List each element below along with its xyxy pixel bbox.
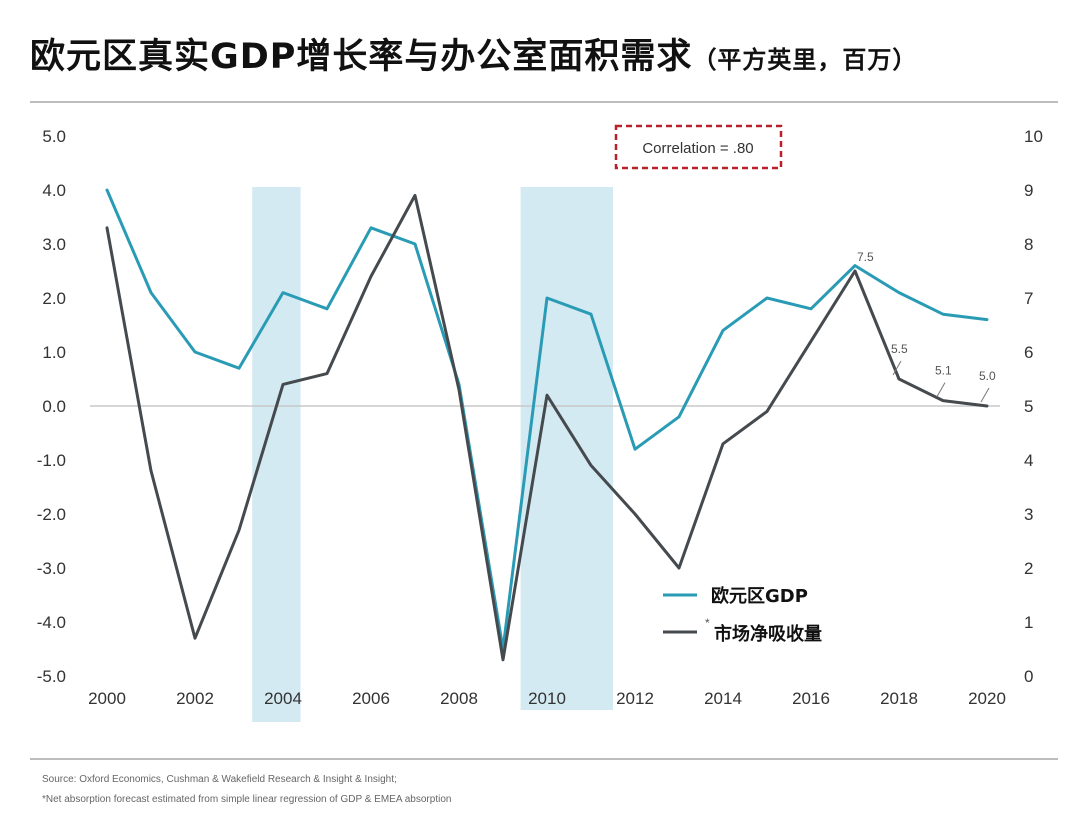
x-tick-label: 2010 bbox=[528, 689, 566, 708]
correlation-border bbox=[614, 124, 783, 170]
annotation-label: 5.5 bbox=[891, 342, 908, 356]
series-lines bbox=[105, 188, 989, 662]
annotation-label: 7.5 bbox=[857, 250, 874, 264]
recession-shades bbox=[252, 187, 613, 722]
left-tick-label: -3.0 bbox=[37, 559, 66, 578]
left-tick-label: -4.0 bbox=[37, 613, 66, 632]
left-axis: 5.0 4.0 3.0 2.0 1.0 0.0 -1.0 -2.0 -3.0 -4.0 -5.0 bbox=[37, 127, 66, 686]
legend-label-absorption: 市场净吸收量 bbox=[714, 623, 822, 645]
left-tick-label: -2.0 bbox=[37, 505, 66, 524]
x-tick-label: 2006 bbox=[352, 689, 390, 708]
x-tick-label: 2012 bbox=[616, 689, 654, 708]
x-tick-label: 2002 bbox=[176, 689, 214, 708]
left-tick-label: 2.0 bbox=[42, 289, 66, 308]
correlation-box: Correlation = .80 bbox=[614, 124, 783, 170]
shaded-period-2 bbox=[520, 187, 613, 710]
x-tick-label: 2016 bbox=[792, 689, 830, 708]
right-tick-label: 0 bbox=[1024, 667, 1033, 686]
left-tick-label: 3.0 bbox=[42, 235, 66, 254]
right-tick-label: 4 bbox=[1024, 451, 1033, 470]
left-tick-label: 1.0 bbox=[42, 343, 66, 362]
chart-title-sub: （平方英里，百万） bbox=[692, 46, 918, 74]
right-tick-label: 5 bbox=[1024, 397, 1033, 416]
annotations: 7.5 5.5 5.1 5.0 bbox=[857, 250, 996, 403]
chart-title: 欧元区真实GDP增长率与办公室面积需求（平方英里，百万） bbox=[30, 28, 917, 79]
annotation-label: 5.0 bbox=[979, 369, 996, 383]
footer-source: Source: Oxford Economics, Cushman & Wake… bbox=[42, 774, 397, 785]
right-tick-label: 6 bbox=[1024, 343, 1033, 362]
left-tick-label: -5.0 bbox=[37, 667, 66, 686]
x-tick-label: 2008 bbox=[440, 689, 478, 708]
series-line-absorption bbox=[105, 193, 989, 662]
annotation-leader bbox=[980, 387, 990, 403]
right-tick-label: 7 bbox=[1024, 289, 1033, 308]
chart-title-main: 欧元区真实GDP增长率与办公室面积需求 bbox=[30, 37, 693, 77]
right-tick-label: 9 bbox=[1024, 181, 1033, 200]
left-tick-label: 0.0 bbox=[42, 397, 66, 416]
left-tick-label: 4.0 bbox=[42, 181, 66, 200]
footer-note: *Net absorption forecast estimated from … bbox=[42, 794, 452, 805]
left-tick-label: 5.0 bbox=[42, 127, 66, 146]
series-line-gdp bbox=[105, 188, 989, 651]
shaded-period-1 bbox=[252, 187, 301, 722]
annotation-leader bbox=[936, 382, 946, 397]
legend: 欧元区GDP * 市场净吸收量 bbox=[663, 585, 822, 645]
right-tick-label: 10 bbox=[1024, 127, 1043, 146]
legend-label-gdp: 欧元区GDP bbox=[711, 585, 808, 607]
x-tick-label: 2000 bbox=[88, 689, 126, 708]
annotation-label: 5.1 bbox=[935, 364, 952, 378]
left-tick-label: -1.0 bbox=[37, 451, 66, 470]
x-tick-label: 2014 bbox=[704, 689, 742, 708]
annotation-leader bbox=[892, 360, 902, 376]
correlation-label: Correlation = .80 bbox=[642, 140, 753, 157]
x-tick-label: 2018 bbox=[880, 689, 918, 708]
x-tick-label: 2004 bbox=[264, 689, 302, 708]
top-divider bbox=[30, 101, 1058, 103]
right-tick-label: 3 bbox=[1024, 505, 1033, 524]
x-tick-label: 2020 bbox=[968, 689, 1006, 708]
right-tick-label: 8 bbox=[1024, 235, 1033, 254]
bottom-divider bbox=[30, 758, 1058, 760]
x-axis: 2000 2002 2004 2006 2008 2010 2012 2014 2016 2018… bbox=[88, 689, 1006, 708]
legend-asterisk: * bbox=[705, 616, 710, 630]
right-tick-label: 2 bbox=[1024, 559, 1033, 578]
right-tick-label: 1 bbox=[1024, 613, 1033, 632]
